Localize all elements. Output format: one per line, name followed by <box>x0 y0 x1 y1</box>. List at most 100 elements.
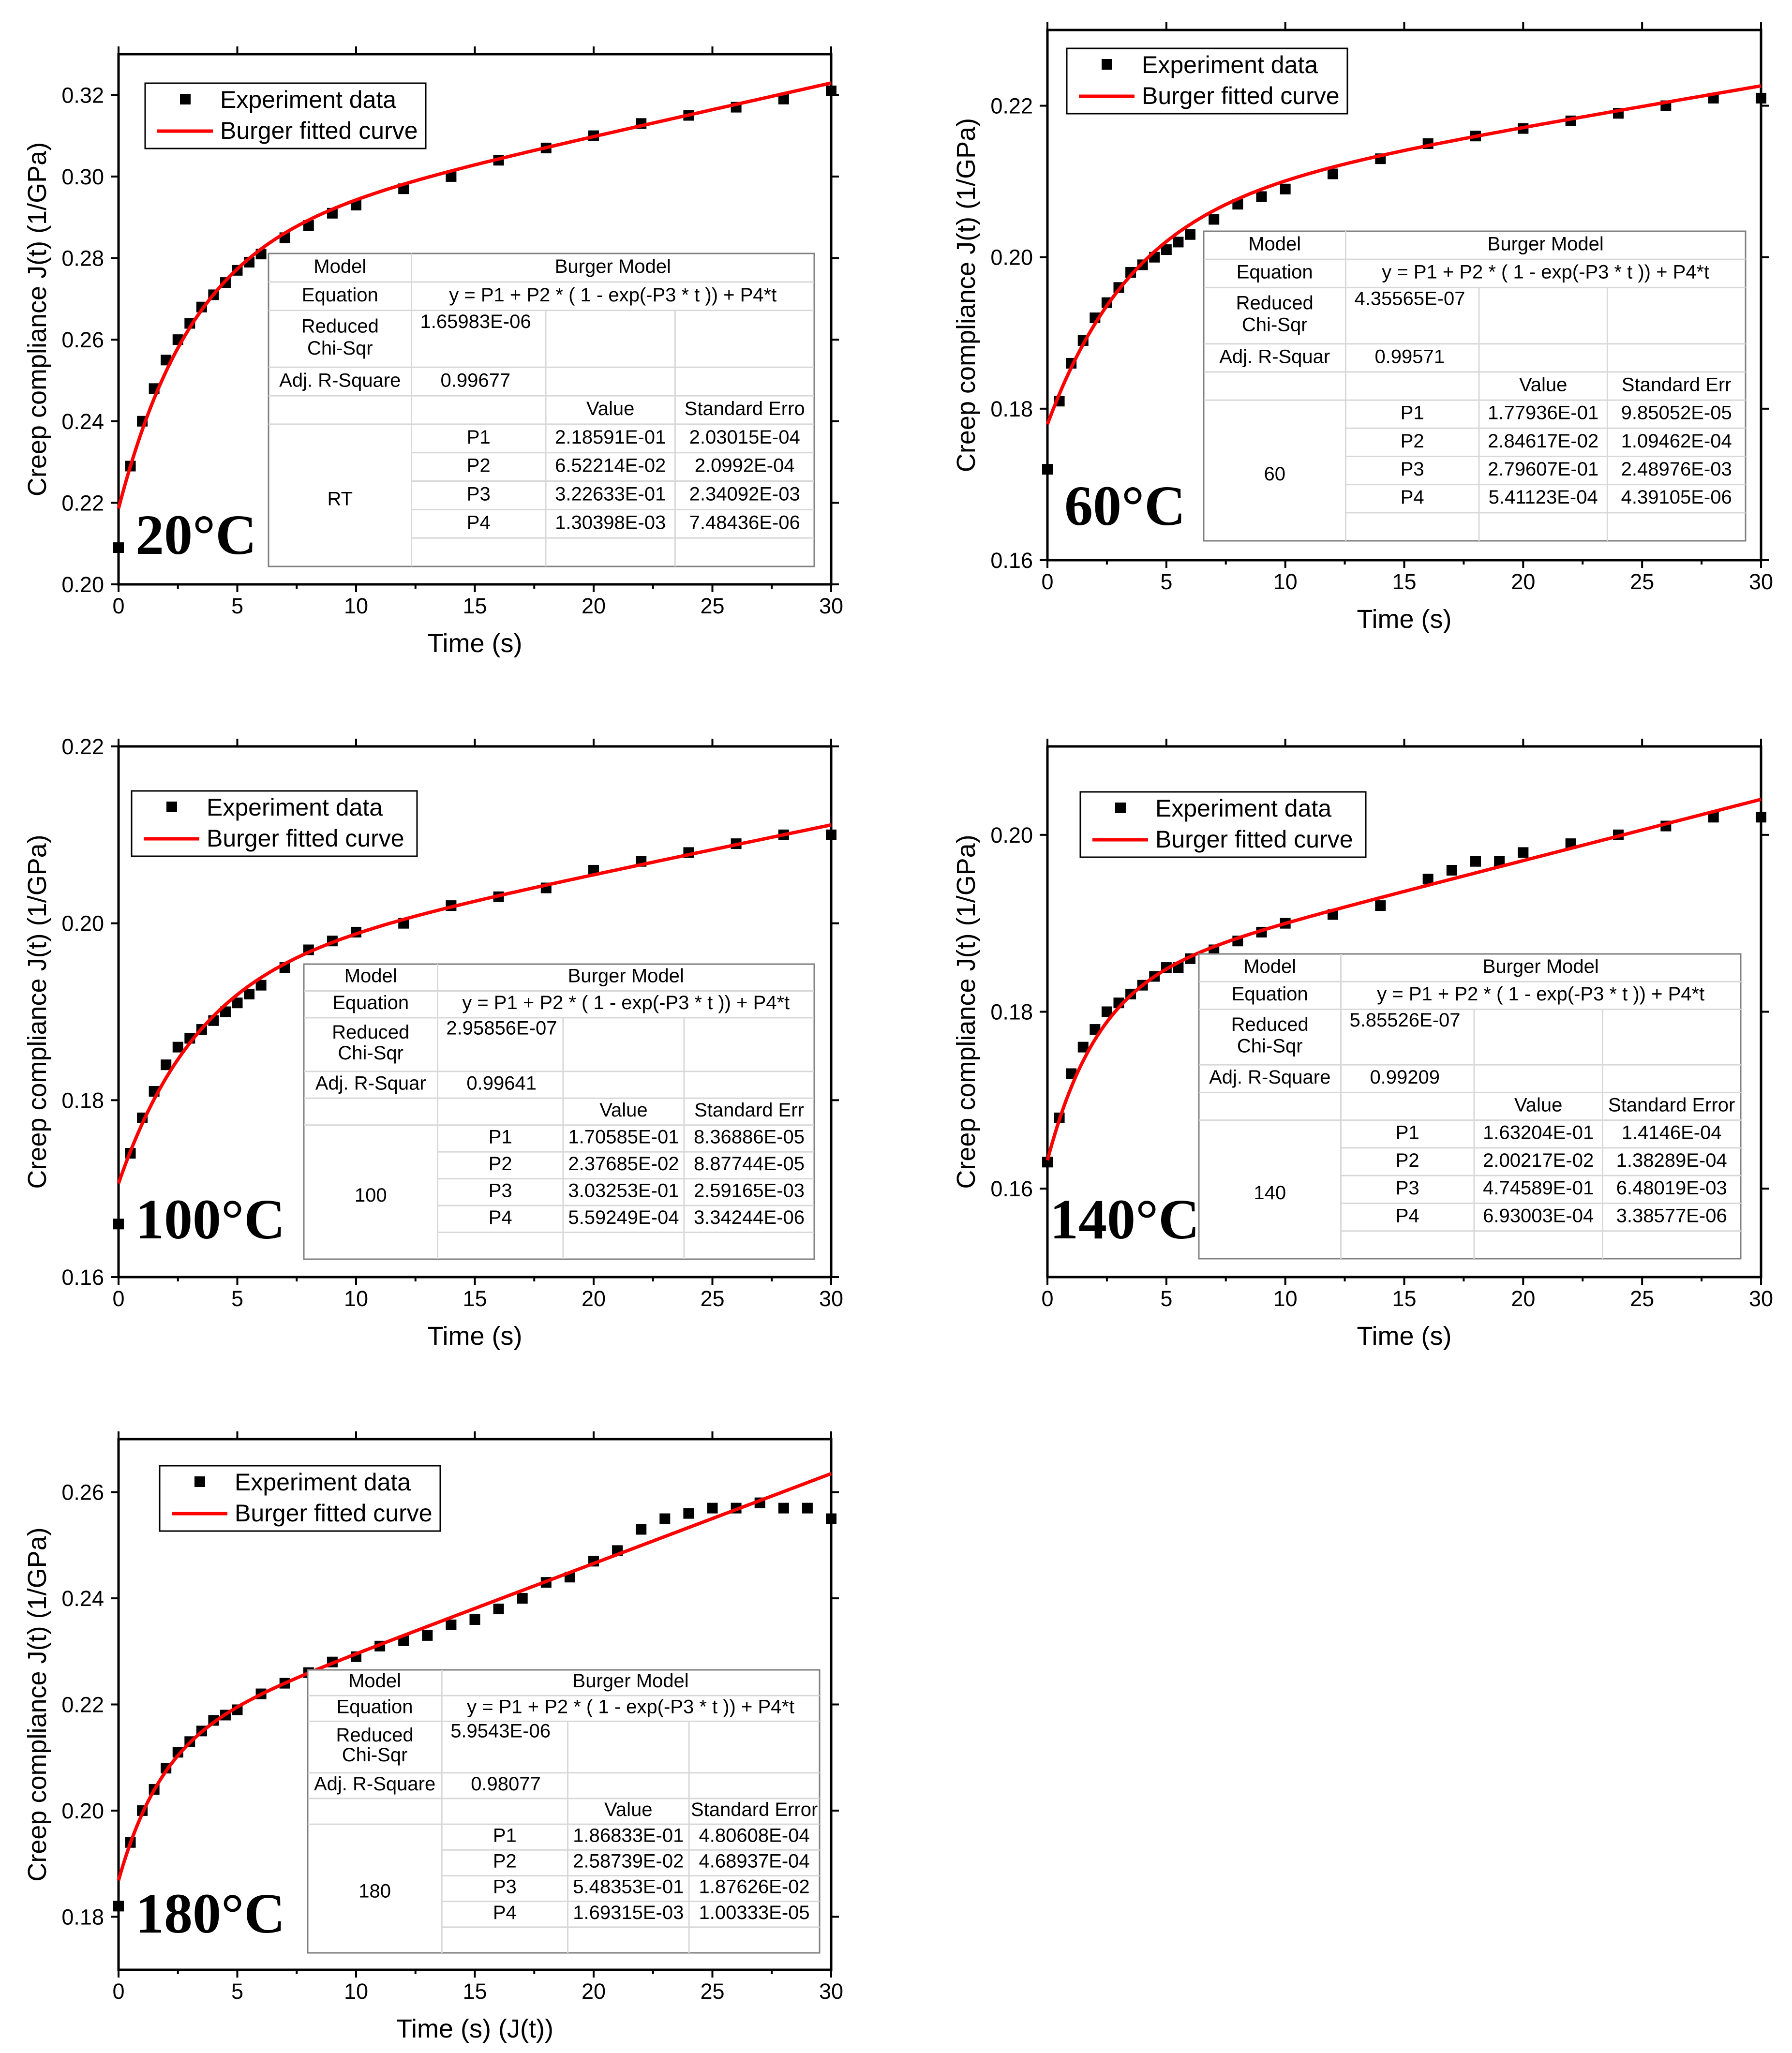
table-param-name: P4 <box>1401 487 1424 508</box>
data-point <box>659 1513 671 1524</box>
x-tick-label: 5 <box>231 1979 243 2004</box>
table-param-value: 4.74589E-01 <box>1483 1177 1594 1199</box>
y-tick-label: 0.26 <box>61 1480 104 1505</box>
y-tick-label: 0.30 <box>61 164 104 189</box>
table-param-value: 1.63204E-01 <box>1483 1122 1594 1144</box>
x-tick-label: 10 <box>1273 569 1298 594</box>
table-model-header: Model <box>1248 234 1301 255</box>
table-param-error: 2.03015E-04 <box>689 427 800 448</box>
table-param-value: 2.00217E-02 <box>1483 1150 1594 1171</box>
table-rsq-header: Adj. R-Squar <box>1219 346 1330 367</box>
table-param-error: 3.38577E-06 <box>1616 1205 1727 1226</box>
table-param-name: P4 <box>489 1207 512 1228</box>
x-axis-label: Time (s) <box>428 629 523 658</box>
y-tick-label: 0.20 <box>990 245 1033 270</box>
table-param-value: 1.77936E-01 <box>1488 402 1598 424</box>
table-rsq-value: 0.99677 <box>441 370 511 391</box>
legend-label-experiment: Experiment data <box>1142 51 1318 78</box>
y-tick-label: 0.20 <box>61 572 104 597</box>
x-tick-label: 10 <box>344 594 368 618</box>
y-tick-label: 0.22 <box>61 491 104 515</box>
y-axis-label: Creep compliance J(t) (1/GPa) <box>952 118 981 472</box>
data-point <box>1256 191 1267 202</box>
table-param-name: P1 <box>489 1126 512 1147</box>
x-tick-label: 0 <box>1041 1286 1053 1311</box>
table-param-value: 1.70585E-01 <box>568 1126 679 1147</box>
table-chisq-header: Reduced <box>1236 293 1314 314</box>
data-point <box>1708 812 1719 823</box>
table-stderr-header: Standard Error <box>1608 1094 1735 1116</box>
table-param-value: 3.03253E-01 <box>568 1180 679 1201</box>
x-tick-label: 30 <box>819 594 843 618</box>
y-tick-label: 0.20 <box>61 1799 104 1823</box>
chart-panel-5: 0 5 10 15 20 25 30 0.18 0.20 0.22 0.24 0.26 Time (s)… <box>23 1431 843 2043</box>
data-point <box>1077 1041 1089 1053</box>
table-model-header: Model <box>1243 956 1296 977</box>
fit-table: Model Burger Model Equation y = P1 + P2 * (… <box>268 253 815 567</box>
table-param-error: 8.87744E-05 <box>694 1153 805 1175</box>
fit-table: Model Burger Model Equation y = P1 + P2 * (… <box>307 1669 821 1954</box>
data-point <box>802 1503 813 1514</box>
table-param-name: P2 <box>493 1850 517 1872</box>
data-point <box>255 980 267 991</box>
table-group-label: RT <box>327 489 353 510</box>
table-group-label: 100 <box>355 1185 387 1206</box>
table-param-name: P2 <box>1401 431 1424 452</box>
x-tick-label: 25 <box>1630 569 1654 594</box>
table-param-value: 2.37685E-02 <box>568 1153 679 1175</box>
table-param-name: P4 <box>1396 1205 1419 1226</box>
legend-box <box>1066 47 1348 115</box>
x-tick-label: 0 <box>112 1286 124 1311</box>
y-tick-label: 0.18 <box>990 397 1033 421</box>
legend-marker <box>180 94 191 104</box>
table-stderr-header: Standard Err <box>694 1100 804 1121</box>
fit-curve <box>117 823 832 1184</box>
table-model-value: Burger Model <box>555 256 671 277</box>
y-tick-label: 0.16 <box>990 548 1033 573</box>
x-tick-label: 15 <box>463 1979 487 2004</box>
data-point <box>446 1619 457 1630</box>
data-point <box>446 171 457 182</box>
table-equation-header: Equation <box>302 284 378 306</box>
y-tick-label: 0.32 <box>61 83 104 107</box>
x-tick-label: 5 <box>231 1286 243 1311</box>
x-tick-label: 10 <box>344 1979 368 2004</box>
table-chisq-header-2: Chi-Sqr <box>1237 1035 1303 1056</box>
table-param-error: 6.48019E-03 <box>1616 1177 1727 1199</box>
table-param-name: P3 <box>493 1876 517 1898</box>
x-tick-label: 15 <box>1392 569 1416 594</box>
table-param-name: P4 <box>493 1902 517 1923</box>
table-chisq-value: 5.9543E-06 <box>450 1720 551 1741</box>
table-param-value: 5.41123E-04 <box>1489 487 1598 508</box>
fit-curve <box>1045 84 1762 425</box>
x-tick-label: 30 <box>1749 1286 1773 1311</box>
table-stderr-header: Standard Err <box>1622 374 1732 395</box>
y-tick-label: 0.28 <box>61 246 104 271</box>
x-tick-label: 20 <box>582 594 606 618</box>
legend-marker <box>166 802 177 812</box>
table-chisq-header-2: Chi-Sqr <box>1242 314 1308 336</box>
table-value-header: Value <box>1514 1094 1562 1116</box>
data-point <box>1173 237 1184 248</box>
table-param-error: 2.48976E-03 <box>1621 459 1732 480</box>
x-tick-label: 25 <box>700 594 724 618</box>
fit-table-frame <box>1203 230 1747 542</box>
table-chisq-header-2: Chi-Sqr <box>338 1042 403 1064</box>
table-param-value: 2.84617E-02 <box>1488 431 1598 452</box>
x-tick-label: 10 <box>344 1286 368 1311</box>
fit-table: Model Burger Model Equation y = P1 + P2 * (… <box>1203 230 1747 542</box>
table-param-error: 1.4146E-04 <box>1622 1122 1722 1144</box>
x-tick-label: 5 <box>1160 569 1172 594</box>
table-param-value: 6.52214E-02 <box>555 455 666 476</box>
legend-marker <box>1115 803 1126 813</box>
x-tick-label: 30 <box>819 1979 843 2004</box>
table-param-error: 1.00333E-05 <box>699 1902 810 1923</box>
data-point <box>1125 267 1136 278</box>
x-tick-label: 15 <box>463 594 487 618</box>
data-point <box>1470 856 1481 867</box>
legend-label-experiment: Experiment data <box>220 86 396 113</box>
table-model-value: Burger Model <box>1488 234 1604 255</box>
temperature-label: 60°C <box>1064 474 1185 537</box>
table-param-name: P3 <box>467 484 491 505</box>
